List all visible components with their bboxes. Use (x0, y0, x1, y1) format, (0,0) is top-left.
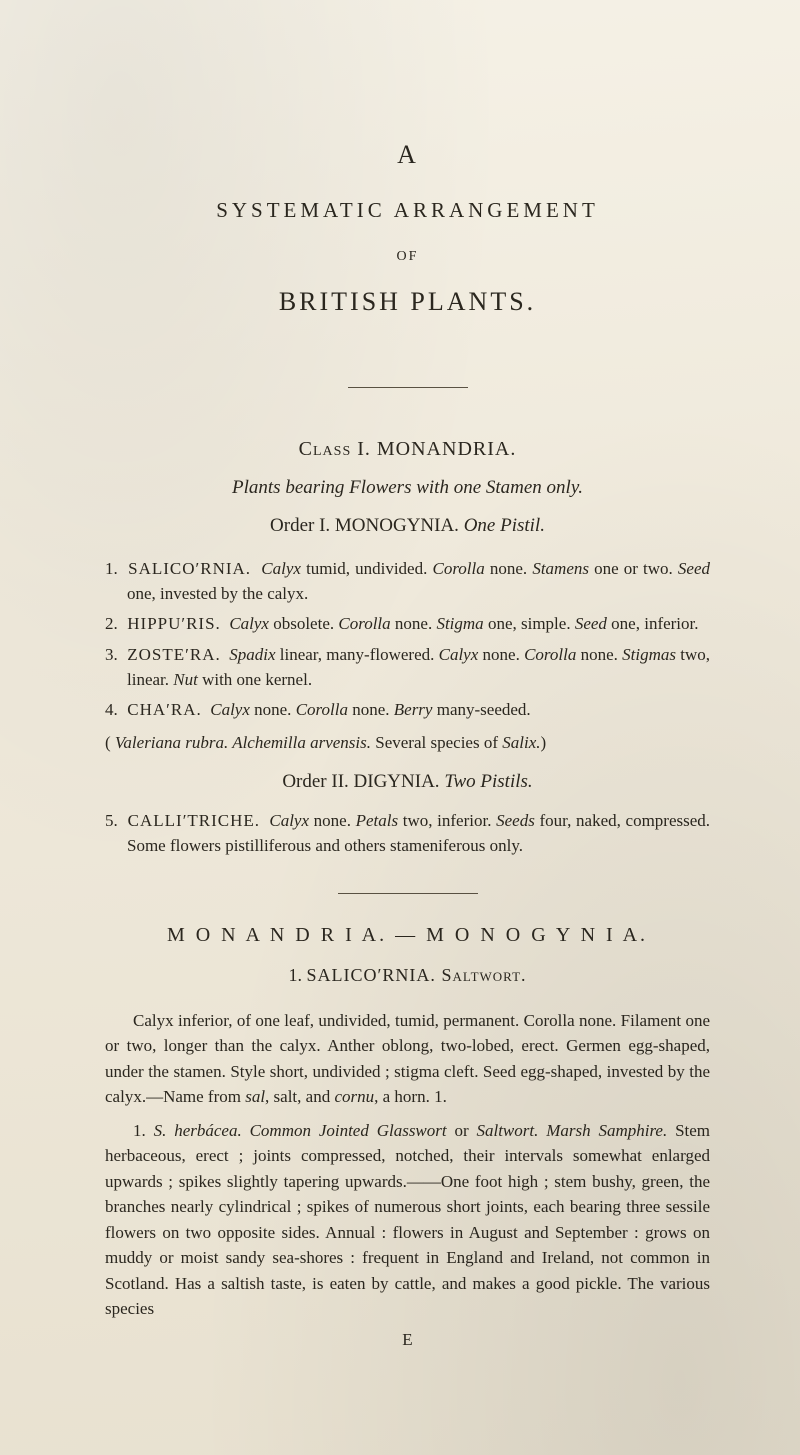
entry-3: 3. ZOSTE′RA. Spadix linear, many-flowere… (105, 643, 710, 692)
entry-genus: SALICO′RNIA. (128, 559, 251, 578)
t: with one kernel. (198, 670, 312, 689)
t: Calyx (269, 811, 309, 830)
entry-num: 2. (105, 612, 123, 637)
order2-roman: Order II. DIGYNIA. (282, 771, 444, 792)
t: linear, many-flowered. (276, 645, 439, 664)
monandria-heading: M O N A N D R I A. — M O N O G Y N I A. (105, 924, 710, 947)
t: none. (348, 700, 394, 719)
heading-of: OF (105, 249, 710, 265)
t: none. (576, 645, 622, 664)
rule-divider-2 (338, 893, 478, 894)
entry-2: 2. HIPPU′RIS. Calyx obsolete. Corolla no… (105, 612, 710, 637)
rule-divider (348, 387, 468, 388)
t: Calyx (229, 614, 269, 633)
t: obsolete. (269, 614, 338, 633)
order2-line: Order II. DIGYNIA. Two Pistils. (105, 771, 710, 793)
t: two, inferior. (398, 811, 496, 830)
t: Stamens (532, 559, 589, 578)
t: one or two. (589, 559, 678, 578)
entry-5: 5. CALLI′TRICHE. Calyx none. Petals two,… (105, 809, 710, 858)
t: Corolla (524, 645, 576, 664)
t: none. (309, 811, 356, 830)
t: Corolla (432, 559, 484, 578)
entry-num: 3. (105, 643, 123, 668)
t: none. (478, 645, 524, 664)
class-text: Class I. MONANDRIA. (299, 438, 517, 460)
entry-genus: ZOSTE′RA. (127, 645, 220, 664)
order2-pistils: Two Pistils. (444, 771, 532, 792)
t: , salt, and (265, 1087, 334, 1106)
signature-mark: E (105, 1330, 710, 1350)
t: cornu (334, 1087, 374, 1106)
t: Several species of (371, 733, 502, 752)
entry-genus: HIPPU′RIS. (127, 614, 221, 633)
order-roman: Order I. MONOGYNIA. (270, 515, 464, 536)
t: or (447, 1121, 477, 1140)
t: Seed (575, 614, 607, 633)
t: one, inferior. (607, 614, 699, 633)
sub-num: 1. (288, 965, 306, 985)
t: Petals (356, 811, 399, 830)
order-line: Order I. MONOGYNIA. One Pistil. (105, 515, 710, 537)
common-name-2: Saltwort. Marsh Samphire. (476, 1121, 667, 1140)
page: A SYSTEMATIC ARRANGEMENT OF BRITISH PLAN… (0, 0, 800, 1455)
t: Salix. (502, 733, 540, 752)
heading-british: BRITISH PLANTS. (105, 287, 710, 317)
t: one, invested by the calyx. (127, 584, 308, 603)
t: Corolla (296, 700, 348, 719)
t: Calyx (210, 700, 250, 719)
t: Spadix (229, 645, 275, 664)
entry-num: 5. (105, 809, 123, 834)
entry-genus: CALLI′TRICHE. (128, 811, 260, 830)
t: Nut (173, 670, 198, 689)
class-subtitle: Plants bearing Flowers with one Stamen o… (105, 477, 710, 499)
t: sal (245, 1087, 265, 1106)
t: Seeds (496, 811, 535, 830)
class-line: Class I. MONANDRIA. (105, 438, 710, 461)
entry-1: 1. SALICO′RNIA. Calyx tumid, undivided. … (105, 557, 710, 606)
t: Valeriana rubra. Alchemilla arvensis. (115, 733, 371, 752)
t: none. (391, 614, 437, 633)
species-name: S. herbácea. (154, 1121, 242, 1140)
heading-systematic: SYSTEMATIC ARRANGEMENT (105, 198, 710, 223)
t: Calyx (439, 645, 479, 664)
t (242, 1121, 250, 1140)
t: Stigma (436, 614, 483, 633)
entry-num: 4. (105, 698, 123, 723)
t: one, simple. (484, 614, 575, 633)
sub-genus: SALICO′RNIA. (306, 965, 435, 985)
paragraph-1: Calyx inferior, of one leaf, undivided, … (105, 1008, 710, 1110)
t: many-seeded. (432, 700, 530, 719)
salicornia-subhead: 1. SALICO′RNIA. Saltwort. (105, 965, 710, 986)
common-name: Common Jointed Glasswort (250, 1121, 447, 1140)
paren-line: ( Valeriana rubra. Alchemilla arvensis. … (105, 731, 710, 756)
t: tumid, undivided. (301, 559, 433, 578)
t: ( (105, 733, 115, 752)
t: none. (250, 700, 296, 719)
paragraph-2: 1. S. herbácea. Common Jointed Glasswort… (105, 1118, 710, 1322)
t: Seed (678, 559, 710, 578)
t: Calyx (261, 559, 301, 578)
sub-english: Saltwort. (436, 965, 527, 985)
entry-genus: CHA′RA. (127, 700, 201, 719)
t: 1. (133, 1121, 154, 1140)
t: none. (485, 559, 533, 578)
t: ) (541, 733, 547, 752)
t: , a horn. 1. (374, 1087, 447, 1106)
entry-num: 1. (105, 557, 123, 582)
t: Corolla (338, 614, 390, 633)
entry-4: 4. CHA′RA. Calyx none. Corolla none. Ber… (105, 698, 710, 723)
t: Stem herbaceous, erect ; joints compress… (105, 1121, 710, 1319)
order-pistil: One Pistil. (464, 515, 545, 536)
t: Berry (394, 700, 433, 719)
t: Stigmas (622, 645, 676, 664)
heading-a: A (105, 140, 710, 170)
